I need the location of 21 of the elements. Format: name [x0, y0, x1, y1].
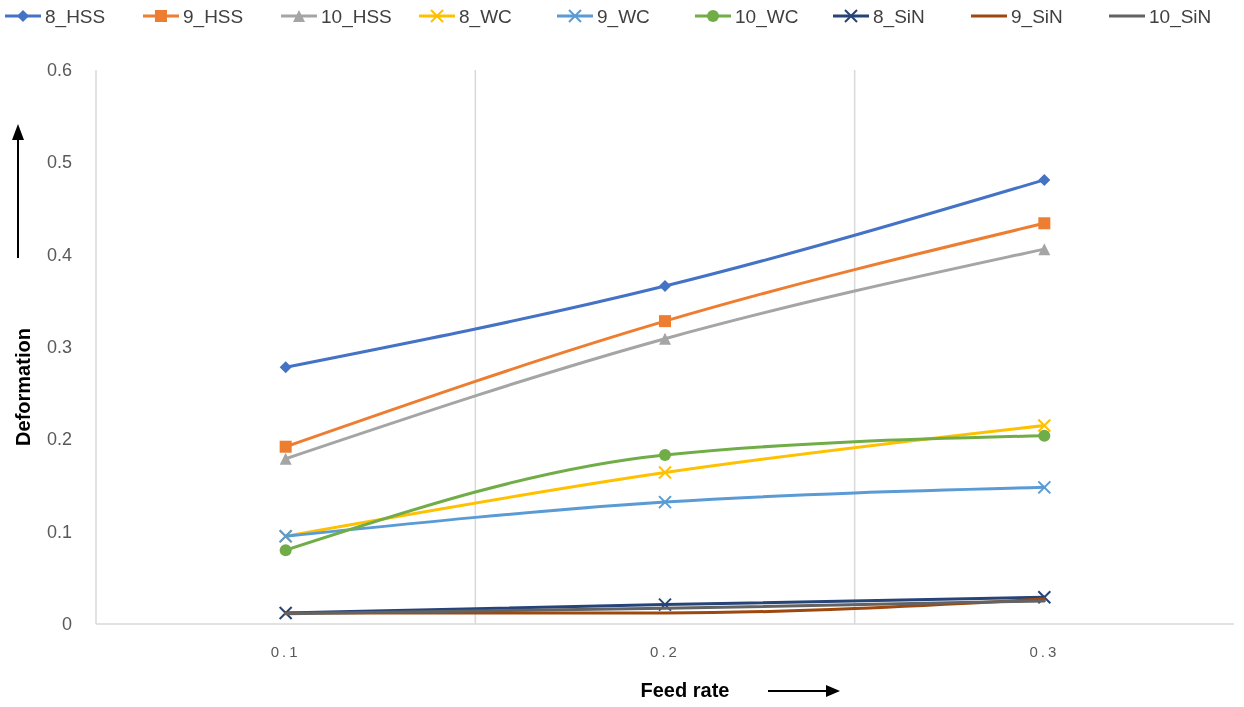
y-tick-label: 0.5 — [46, 152, 72, 173]
x-axis-title: Feed rate — [640, 679, 730, 701]
y-axis-title: Deformation — [12, 328, 34, 446]
legend-label: 10_SiN — [1149, 6, 1212, 28]
legend-label: 9_HSS — [183, 6, 244, 28]
x-tick-label: 0.2 — [650, 643, 680, 660]
y-tick-label: 0.4 — [46, 244, 72, 265]
y-tick-label: 0 — [61, 614, 72, 634]
legend-label: 10_WC — [735, 6, 799, 28]
x-tick-label: 0.1 — [270, 643, 301, 660]
y-tick-label: 0.1 — [46, 521, 72, 542]
y-tick-label: 0.3 — [46, 337, 72, 357]
legend-label: 8_WC — [459, 6, 512, 28]
legend-label: 10_HSS — [321, 6, 392, 28]
legend-label: 8_SiN — [873, 6, 925, 28]
legend-label: 8_HSS — [45, 6, 106, 28]
legend-label: 9_SiN — [1011, 6, 1063, 28]
y-tick-label: 0.6 — [46, 60, 72, 80]
legend-label: 9_WC — [597, 6, 650, 28]
x-tick-label: 0.3 — [1029, 643, 1060, 660]
y-tick-label: 0.2 — [46, 429, 72, 450]
